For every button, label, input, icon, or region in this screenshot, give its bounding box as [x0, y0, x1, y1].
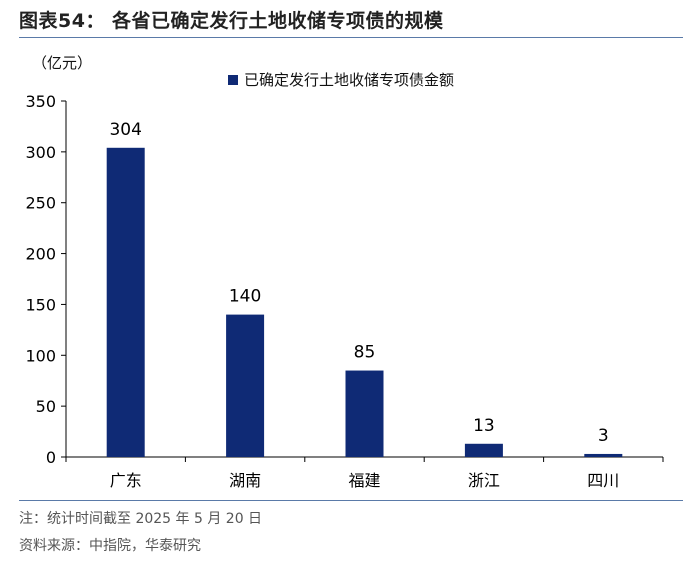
- bar-chart: 0 50 100 150 200 250 300 350 304 广东 140 湖南 85 福建 13 浙江 3…: [25, 92, 664, 490]
- y-tick-label: 100: [25, 346, 56, 365]
- bar-data-label: 304: [109, 120, 141, 140]
- footer-divider: [19, 500, 683, 501]
- legend-swatch: [228, 74, 238, 85]
- bar-data-label: 140: [229, 287, 261, 307]
- bar-data-label: 3: [598, 426, 609, 446]
- legend-label: 已确定发行土地收储专项债金额: [244, 71, 455, 89]
- bar: [345, 370, 384, 457]
- y-axis-unit-label: （亿元）: [32, 54, 93, 72]
- chart-title: 图表54： 各省已确定发行土地收储专项债的规模: [19, 10, 444, 32]
- y-tick-label: 150: [25, 295, 56, 314]
- title-divider: [19, 37, 683, 38]
- legend: 已确定发行土地收储专项债金额: [228, 69, 454, 90]
- source-note: 资料来源：中指院，华泰研究: [19, 538, 201, 554]
- bar-data-label: 85: [354, 343, 376, 363]
- y-tick-label: 200: [25, 245, 56, 264]
- bar: [106, 147, 145, 457]
- bar-data-label: 13: [473, 416, 495, 436]
- y-tick-label: 350: [25, 92, 56, 111]
- x-tick-label: 四川: [587, 471, 619, 490]
- y-tick-label: 50: [36, 397, 56, 416]
- footnote: 注：统计时间截至 2025 年 5 月 20 日: [19, 511, 263, 527]
- x-tick-label: 福建: [348, 471, 380, 490]
- x-tick-label: 浙江: [468, 471, 500, 490]
- bar: [226, 314, 265, 457]
- x-tick-label: 广东: [110, 471, 142, 490]
- x-tick-label: 湖南: [229, 471, 261, 490]
- y-tick-label: 300: [25, 143, 56, 162]
- bar: [584, 453, 623, 457]
- y-tick-label: 0: [46, 448, 56, 467]
- y-tick-label: 250: [25, 194, 56, 213]
- bar: [464, 443, 503, 457]
